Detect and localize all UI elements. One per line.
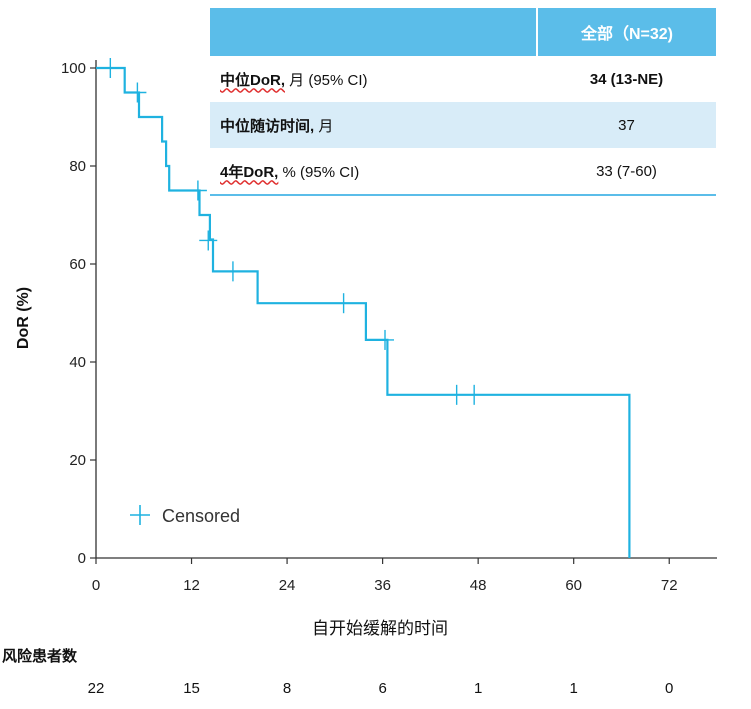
legend-label: Censored <box>162 506 240 526</box>
summary-row-label: 中位随访时间, 月 <box>210 102 537 148</box>
censor-mark <box>128 82 147 103</box>
censor-mark <box>376 329 395 350</box>
summary-row-median-dor: 中位DoR, 月 (95% CI) 34 (13-NE) <box>210 56 716 102</box>
risk-table-title: 风险患者数 <box>2 648 78 665</box>
summary-header-row: 全部（N=32) <box>210 8 716 56</box>
risk-value: 15 <box>183 680 200 697</box>
risk-value: 1 <box>569 680 578 697</box>
summary-row-label: 4年DoR, % (95% CI) <box>210 148 537 196</box>
legend: Censored <box>130 505 240 526</box>
summary-label-main: 中位DoR, <box>220 71 285 89</box>
summary-row-followup: 中位随访时间, 月 37 <box>210 102 716 148</box>
x-axis-title: 自开始缓解的时间 <box>312 619 448 638</box>
censor-mark <box>334 293 353 314</box>
summary-row-label: 中位DoR, 月 (95% CI) <box>210 56 537 102</box>
x-tick-label: 0 <box>92 577 100 594</box>
y-tick-label: 0 <box>78 550 86 567</box>
risk-value: 6 <box>378 680 387 697</box>
summary-label-rest: 月 <box>314 117 334 135</box>
y-tick-label: 80 <box>69 158 86 175</box>
risk-value: 0 <box>665 680 674 697</box>
y-tick-label: 20 <box>69 452 86 469</box>
tick-labels: 0 20 40 60 80 100 0 12 24 36 48 60 72 <box>61 60 678 594</box>
censor-mark <box>101 58 120 78</box>
censor-mark <box>223 261 242 282</box>
censor-mark <box>199 230 218 251</box>
x-tick-label: 24 <box>279 577 296 594</box>
axes <box>90 60 717 564</box>
risk-value: 1 <box>473 680 483 697</box>
summary-label-main: 中位随访时间, <box>220 117 315 135</box>
summary-label-rest: % (95% CI) <box>278 163 360 181</box>
summary-header-blank <box>210 8 538 56</box>
risk-value: 8 <box>282 680 292 697</box>
summary-row-value: 37 <box>537 102 716 148</box>
y-axis-title: DoR (%) <box>15 287 32 349</box>
censor-mark <box>447 384 466 405</box>
summary-table: 全部（N=32) 中位DoR, 月 (95% CI) 34 (13-NE) 中位… <box>210 8 716 196</box>
y-tick-label: 40 <box>69 354 86 371</box>
summary-row-value: 33 (7-60) <box>537 148 716 196</box>
x-tick-label: 36 <box>374 577 391 594</box>
summary-row-4yr-dor: 4年DoR, % (95% CI) 33 (7-60) <box>210 148 716 196</box>
y-tick-label: 100 <box>61 60 86 77</box>
x-tick-label: 48 <box>470 577 487 594</box>
summary-row-value: 34 (13-NE) <box>589 70 664 88</box>
x-tick-label: 12 <box>183 577 200 594</box>
summary-label-rest: 月 (95% CI) <box>285 71 368 89</box>
censor-mark <box>188 180 207 201</box>
y-tick-label: 60 <box>69 256 86 273</box>
x-tick-label: 72 <box>661 577 678 594</box>
censor-mark <box>465 384 484 405</box>
km-survival-curve <box>96 66 631 558</box>
x-tick-label: 60 <box>565 577 582 594</box>
risk-value: 22 <box>87 680 105 697</box>
censored-marks <box>101 58 484 405</box>
summary-header-label: 全部（N=32) <box>537 8 716 56</box>
summary-label-main: 4年DoR, <box>220 163 279 181</box>
